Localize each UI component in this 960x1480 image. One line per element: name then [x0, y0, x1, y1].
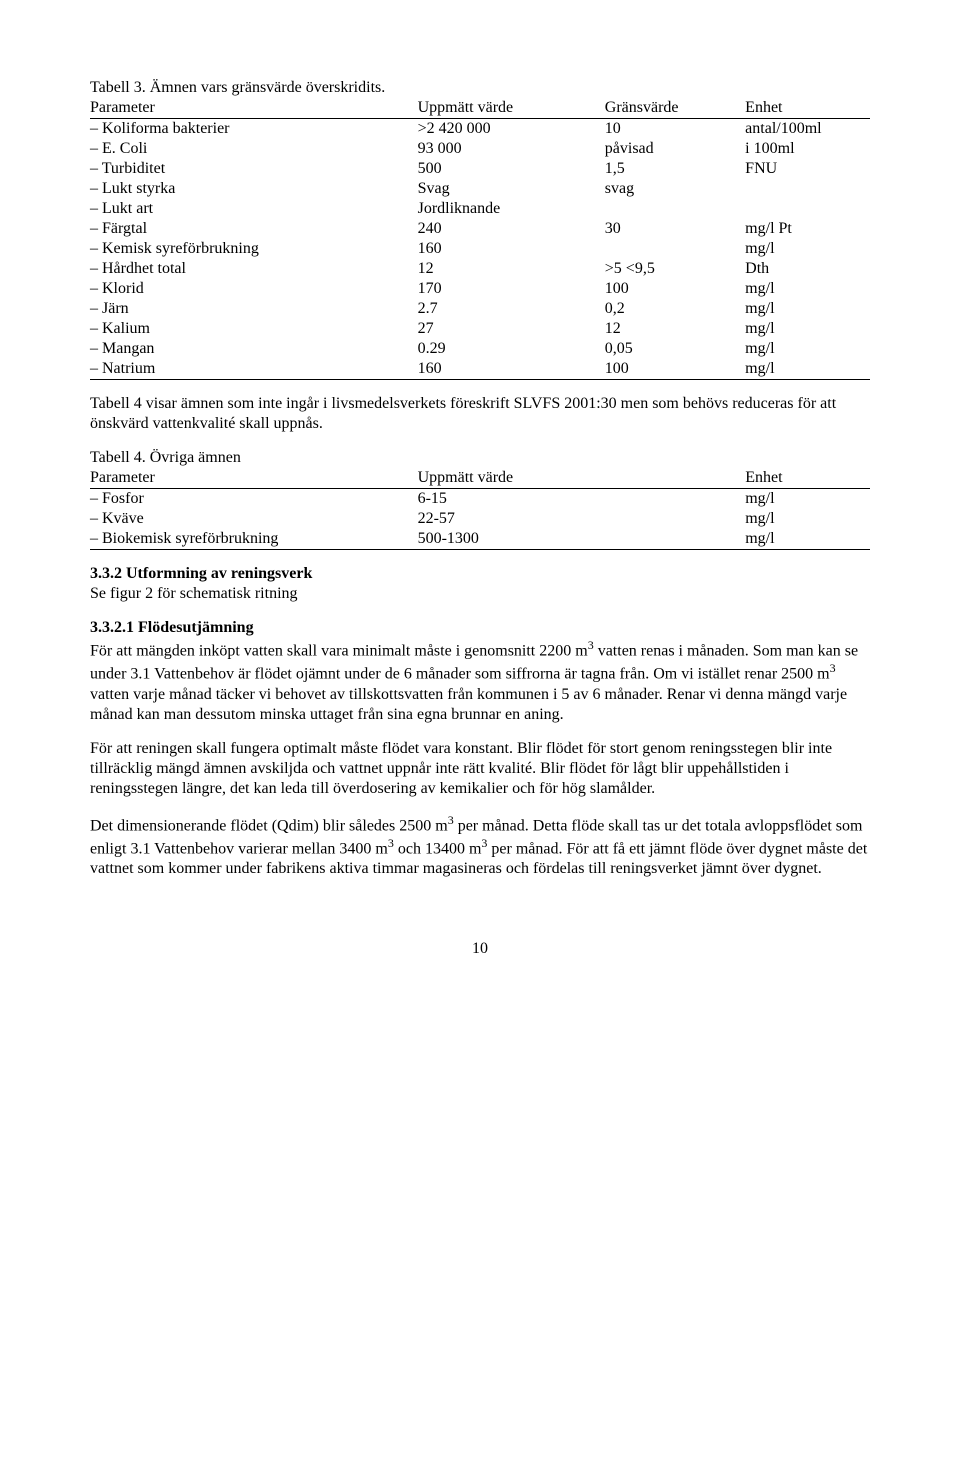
heading-3-3-2-1: 3.3.2.1 Flödesutjämning: [90, 618, 870, 638]
table-row: – Kalium2712mg/l: [90, 319, 870, 339]
table-row: – Koliforma bakterier>2 420 00010antal/1…: [90, 119, 870, 140]
table-row: – Kemisk syreförbrukning160mg/l: [90, 239, 870, 259]
see-figure-line: Se figur 2 för schematisk ritning: [90, 584, 870, 604]
table-row: – E. Coli93 000påvisadi 100ml: [90, 139, 870, 159]
flow-paragraph-2: För att reningen skall fungera optimalt …: [90, 739, 870, 799]
table4-col-measured: Uppmätt värde: [418, 468, 746, 489]
table4: Parameter Uppmätt värde Enhet – Fosfor6-…: [90, 468, 870, 550]
table3-col-limit: Gränsvärde: [605, 98, 745, 119]
table4-col-parameter: Parameter: [90, 468, 418, 489]
table3: Parameter Uppmätt värde Gränsvärde Enhet…: [90, 98, 870, 380]
table4-title: Tabell 4. Övriga ämnen: [90, 448, 870, 468]
table-row: – Turbiditet5001,5FNU: [90, 159, 870, 179]
table3-col-parameter: Parameter: [90, 98, 418, 119]
table-row: – Natrium160100mg/l: [90, 359, 870, 380]
table-row: – Färgtal24030mg/l Pt: [90, 219, 870, 239]
superscript-3: 3: [830, 661, 836, 675]
table-row: – Hårdhet total12>5 <9,5Dth: [90, 259, 870, 279]
table-row: – Klorid170100mg/l: [90, 279, 870, 299]
flow-paragraph-1: För att mängden inköpt vatten skall vara…: [90, 638, 870, 725]
table3-col-measured: Uppmätt värde: [418, 98, 605, 119]
table-row: – Biokemisk syreförbrukning500-1300mg/l: [90, 529, 870, 550]
table3-col-unit: Enhet: [745, 98, 870, 119]
paragraph-between-tables: Tabell 4 visar ämnen som inte ingår i li…: [90, 394, 870, 434]
flow-paragraph-3: Det dimensionerande flödet (Qdim) blir s…: [90, 813, 870, 880]
table-row: – Järn2.70,2mg/l: [90, 299, 870, 319]
table4-block: Tabell 4. Övriga ämnen Parameter Uppmätt…: [90, 448, 870, 550]
table-row: – Fosfor6-15mg/l: [90, 489, 870, 510]
table-row: – Lukt artJordliknande: [90, 199, 870, 219]
table-row: – Lukt styrkaSvagsvag: [90, 179, 870, 199]
table-row: – Kväve22-57mg/l: [90, 509, 870, 529]
table3-title: Tabell 3. Ämnen vars gränsvärde överskri…: [90, 78, 870, 98]
table3-block: Tabell 3. Ämnen vars gränsvärde överskri…: [90, 78, 870, 380]
table-row: – Mangan0.290,05mg/l: [90, 339, 870, 359]
table4-header-row: Parameter Uppmätt värde Enhet: [90, 468, 870, 489]
heading-3-3-2: 3.3.2 Utformning av reningsverk: [90, 564, 870, 584]
page-number: 10: [90, 939, 870, 959]
table3-header-row: Parameter Uppmätt värde Gränsvärde Enhet: [90, 98, 870, 119]
table4-col-unit: Enhet: [745, 468, 870, 489]
